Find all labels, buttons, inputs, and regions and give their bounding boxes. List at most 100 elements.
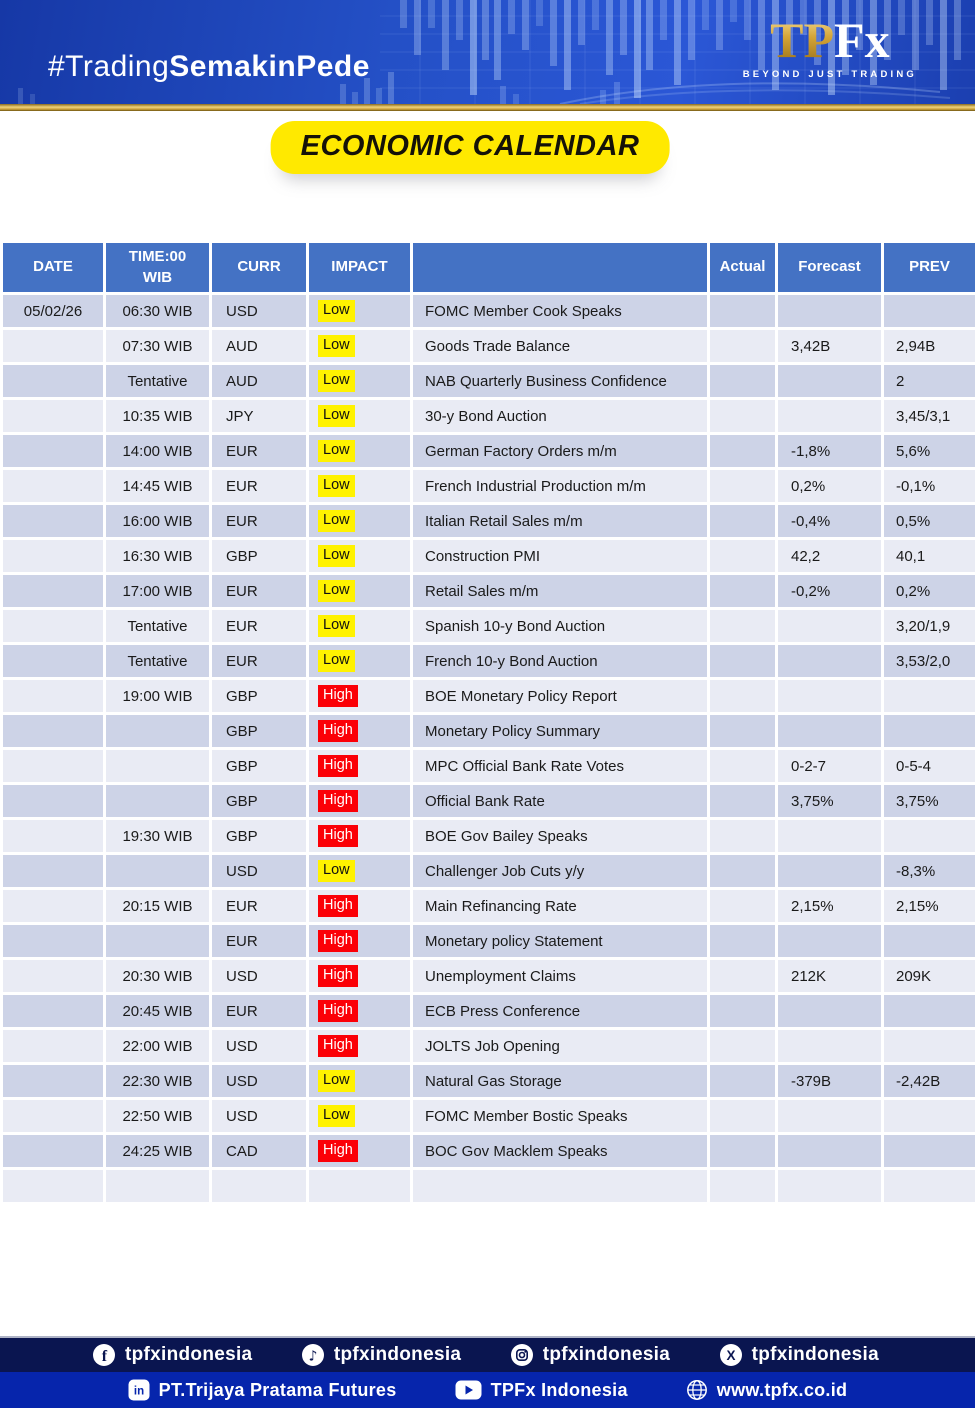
cell-impact: Low: [306, 362, 413, 400]
cell-impact: Low: [306, 432, 413, 470]
cell-curr: GBP: [209, 817, 309, 855]
cell-forecast: -379B: [775, 1062, 884, 1100]
cell-impact: Low: [306, 537, 413, 575]
cell-date: [0, 572, 106, 610]
x-icon: X: [719, 1344, 742, 1366]
table-row: GBP High MPC Official Bank Rate Votes 0-2-7…: [0, 747, 975, 785]
cell-forecast: -0,4%: [775, 502, 884, 540]
cell-curr: EUR: [209, 887, 309, 925]
company-name: PT.Trijaya Pratama Futures: [158, 1379, 397, 1400]
cell-forecast: -0,2%: [775, 572, 884, 610]
cell-event: MPC Official Bank Rate Votes: [410, 747, 710, 785]
impact-badge: High: [318, 755, 358, 777]
cell-curr: AUD: [209, 362, 309, 400]
cell-date: [0, 1132, 106, 1170]
cell-forecast: 2,15%: [775, 887, 884, 925]
table-row: USD Low Challenger Job Cuts y/y -8,3%: [0, 852, 975, 890]
cell-forecast: [775, 1132, 884, 1170]
impact-badge: Low: [318, 335, 355, 357]
cell-date: [0, 642, 106, 680]
cell-event: Unemployment Claims: [410, 957, 710, 995]
cell-curr: GBP: [209, 712, 309, 750]
table-header-row: DATE TIME:00 WIB CURR IMPACT Actual Fore…: [0, 240, 975, 295]
cell-date: [0, 992, 106, 1030]
cell-prev: 0,2%: [881, 572, 975, 610]
cell-impact: High: [306, 992, 413, 1030]
social-x[interactable]: X tpfxindonesia: [719, 1343, 879, 1367]
col-header-actual: Actual: [707, 240, 778, 295]
table-row: 07:30 WIB AUD Low Goods Trade Balance 3,42B 2…: [0, 327, 975, 365]
table-row: 19:00 WIB GBP High BOE Monetary Policy Repo…: [0, 677, 975, 715]
cell-actual: [707, 1097, 778, 1135]
cell-event: German Factory Orders m/m: [410, 432, 710, 470]
tiktok-icon: ♪: [301, 1344, 324, 1366]
impact-badge: High: [318, 930, 358, 952]
cell-event: Retail Sales m/m: [410, 572, 710, 610]
cell-impact: High: [306, 677, 413, 715]
cell-time: 22:00 WIB: [103, 1027, 212, 1065]
cell-forecast: [775, 1167, 884, 1205]
social-instagram[interactable]: tpfxindonesia: [510, 1343, 670, 1367]
cell-curr: USD: [209, 957, 309, 995]
cell-impact: High: [306, 922, 413, 960]
cell-actual: [707, 677, 778, 715]
cell-curr: USD: [209, 1097, 309, 1135]
cell-date: [0, 397, 106, 435]
linkedin-item[interactable]: in PT.Trijaya Pratama Futures: [128, 1379, 397, 1401]
youtube-item[interactable]: TPFx Indonesia: [455, 1380, 628, 1401]
cell-prev: [881, 1027, 975, 1065]
impact-badge: High: [318, 965, 358, 987]
website-item[interactable]: www.tpfx.co.id: [686, 1379, 848, 1401]
cell-prev: 5,6%: [881, 432, 975, 470]
cell-event: Monetary Policy Summary: [410, 712, 710, 750]
cell-event: BOE Gov Bailey Speaks: [410, 817, 710, 855]
table-row: 22:00 WIB USD High JOLTS Job Opening: [0, 1027, 975, 1065]
cell-forecast: 3,75%: [775, 782, 884, 820]
instagram-icon: [510, 1344, 533, 1366]
cell-time: [103, 852, 212, 890]
cell-impact: High: [306, 712, 413, 750]
cell-actual: [707, 1167, 778, 1205]
impact-badge: Low: [318, 475, 355, 497]
social-tiktok[interactable]: ♪ tpfxindonesia: [301, 1343, 461, 1367]
cell-prev: 40,1: [881, 537, 975, 575]
cell-prev: 0,5%: [881, 502, 975, 540]
cell-actual: [707, 922, 778, 960]
col-header-prev: PREV: [881, 240, 975, 295]
cell-curr: JPY: [209, 397, 309, 435]
hashtag-light: #Trading: [48, 50, 170, 83]
economic-calendar-table: DATE TIME:00 WIB CURR IMPACT Actual Fore…: [0, 240, 975, 1205]
cell-date: [0, 922, 106, 960]
cell-actual: [707, 397, 778, 435]
cell-time: [103, 1167, 212, 1205]
cell-prev: [881, 817, 975, 855]
impact-badge: Low: [318, 860, 355, 882]
cell-curr: USD: [209, 1027, 309, 1065]
hashtag-bold: SemakinPede: [169, 50, 370, 83]
cell-event: French Industrial Production m/m: [410, 467, 710, 505]
cell-date: [0, 817, 106, 855]
table-row: Tentative AUD Low NAB Quarterly Business Co…: [0, 362, 975, 400]
cell-forecast: 0-2-7: [775, 747, 884, 785]
impact-badge: Low: [318, 1070, 355, 1092]
table-row: 10:35 WIB JPY Low 30-y Bond Auction 3,45/3,1: [0, 397, 975, 435]
impact-badge: High: [318, 720, 358, 742]
social-facebook[interactable]: f tpfxindonesia: [92, 1343, 252, 1367]
cell-time: 19:30 WIB: [103, 817, 212, 855]
cell-event: BOE Monetary Policy Report: [410, 677, 710, 715]
table-row: Tentative EUR Low French 10-y Bond Auction 3…: [0, 642, 975, 680]
cell-time: 16:00 WIB: [103, 502, 212, 540]
cell-date: 05/02/26: [0, 292, 106, 330]
cell-actual: [707, 957, 778, 995]
table-row: Tentative EUR Low Spanish 10-y Bond Auction…: [0, 607, 975, 645]
cell-event: Natural Gas Storage: [410, 1062, 710, 1100]
cell-forecast: [775, 992, 884, 1030]
cell-date: [0, 467, 106, 505]
cell-impact: Low: [306, 852, 413, 890]
footer-social-bar: f tpfxindonesia ♪ tpfxindonesia tpfxindo…: [0, 1336, 975, 1372]
cell-actual: [707, 432, 778, 470]
cell-forecast: [775, 292, 884, 330]
cell-impact: High: [306, 887, 413, 925]
cell-prev: 2,15%: [881, 887, 975, 925]
cell-time: 22:50 WIB: [103, 1097, 212, 1135]
